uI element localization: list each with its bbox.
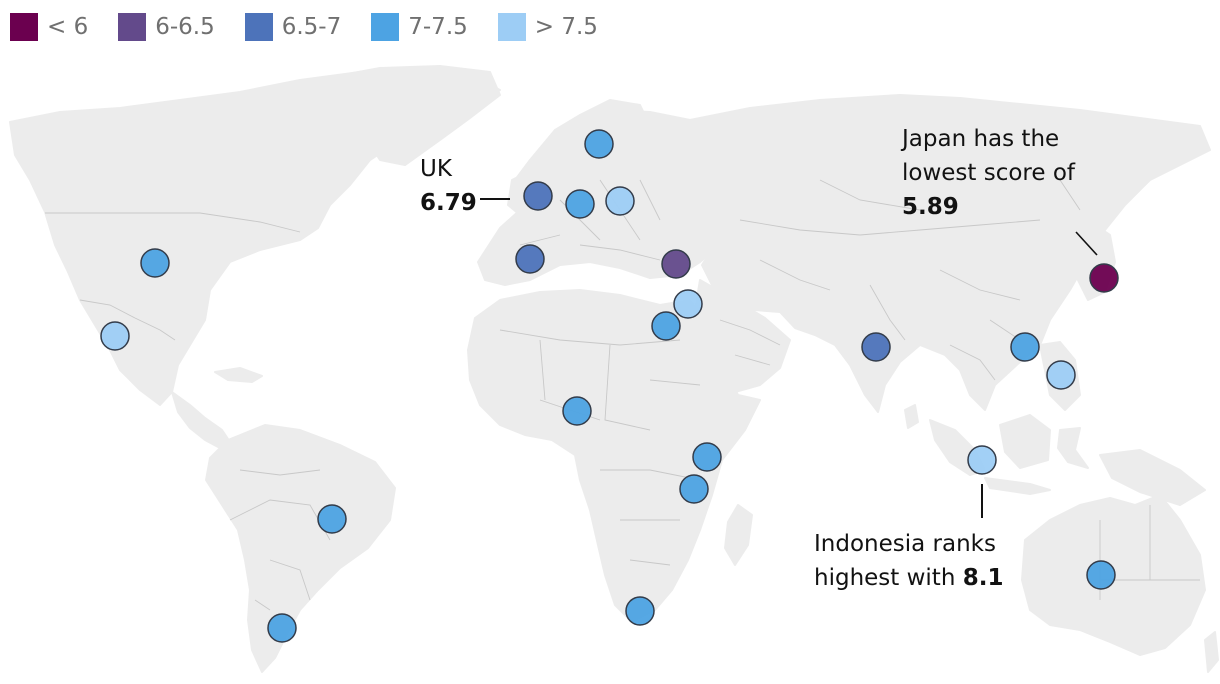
usa-mexico-border (79, 299, 176, 341)
dot-egypt[interactable] (651, 311, 681, 341)
greenland-land (314, 65, 501, 166)
legend-swatch-6-5-7 (244, 13, 273, 41)
indonesia-leader-line (981, 484, 983, 518)
dot-sweden[interactable] (584, 129, 614, 159)
legend-item-6-5-7: 6.5-7 (244, 13, 342, 41)
dot-brazil[interactable] (317, 504, 347, 534)
dot-japan[interactable] (1089, 263, 1119, 293)
legend-swatch-lt6 (10, 13, 38, 41)
dot-nigeria[interactable] (562, 396, 592, 426)
uk-annotation-label: UK (420, 156, 452, 182)
indonesia-annotation-line1: Indonesia ranks (814, 531, 996, 557)
japan-leader-line (1075, 231, 1098, 256)
dot-china-hongkong[interactable] (1010, 332, 1040, 362)
uk-annotation: UK 6.79 (420, 152, 477, 220)
dot-lebanon-israel[interactable] (673, 289, 703, 319)
dot-spain[interactable] (515, 244, 545, 274)
japan-annotation: Japan has the lowest score of 5.89 (902, 122, 1075, 224)
legend-item-gt7-5: > 7.5 (497, 13, 598, 41)
sri-lanka-land (904, 404, 919, 429)
dot-layer (100, 129, 1119, 643)
border-layer (45, 179, 1200, 611)
dot-philippines[interactable] (1046, 360, 1076, 390)
asia-borders (739, 179, 1081, 381)
legend-label-gt7-5: > 7.5 (534, 14, 598, 40)
dot-turkey[interactable] (661, 249, 691, 279)
legend-label-6-6-5: 6-6.5 (155, 14, 215, 40)
sulawesi-land (1057, 427, 1089, 469)
legend-swatch-7-7-5 (371, 13, 400, 41)
arabia-borders (719, 319, 781, 366)
legend-item-7-7-5: 7-7.5 (371, 13, 468, 41)
dot-australia[interactable] (1086, 560, 1116, 590)
uk-annotation-value: 6.79 (420, 190, 477, 216)
dot-south-africa[interactable] (625, 596, 655, 626)
usa-canada-border (45, 212, 301, 233)
borneo-land (999, 414, 1051, 469)
new-zealand-land (1204, 631, 1219, 673)
legend-label-6-5-7: 6.5-7 (281, 14, 342, 40)
legend-swatch-6-6-5 (118, 13, 147, 41)
new-guinea-land (1099, 449, 1206, 506)
africa-land (467, 289, 761, 623)
dot-indonesia[interactable] (967, 445, 997, 475)
south-america-borders (229, 469, 331, 611)
japan-annotation-line1: Japan has the (902, 126, 1060, 152)
legend-label-lt6: < 6 (47, 14, 89, 40)
caribbean-land (214, 367, 263, 383)
dot-argentina[interactable] (267, 613, 297, 643)
dot-france[interactable] (565, 189, 595, 219)
south-america-land (205, 424, 396, 673)
dot-poland[interactable] (605, 186, 635, 216)
dot-uk[interactable] (523, 181, 553, 211)
legend-label-7-7-5: 7-7.5 (408, 14, 468, 40)
dot-kenya[interactable] (692, 442, 722, 472)
indonesia-annotation-line2: highest with (814, 565, 956, 591)
madagascar-land (724, 504, 753, 566)
africa-borders (499, 329, 701, 566)
japan-annotation-value: 5.89 (902, 194, 959, 220)
uk-leader-line (480, 198, 510, 200)
legend-swatch-gt7-5 (497, 13, 526, 41)
dot-mexico[interactable] (100, 321, 130, 351)
central-america-land (171, 391, 233, 449)
legend-item-6-6-5: 6-6.5 (118, 13, 215, 41)
dot-usa[interactable] (140, 248, 170, 278)
java-land (984, 477, 1051, 495)
legend: < 6 6-6.5 6.5-7 7-7.5 > 7.5 (10, 12, 628, 42)
indonesia-annotation-value: 8.1 (962, 565, 1004, 591)
dot-india[interactable] (861, 332, 891, 362)
dot-tanzania[interactable] (679, 474, 709, 504)
legend-item-lt6: < 6 (10, 13, 88, 41)
indonesia-annotation: Indonesia ranks highest with 8.1 (814, 527, 1003, 595)
japan-annotation-line2: lowest score of (902, 160, 1076, 186)
